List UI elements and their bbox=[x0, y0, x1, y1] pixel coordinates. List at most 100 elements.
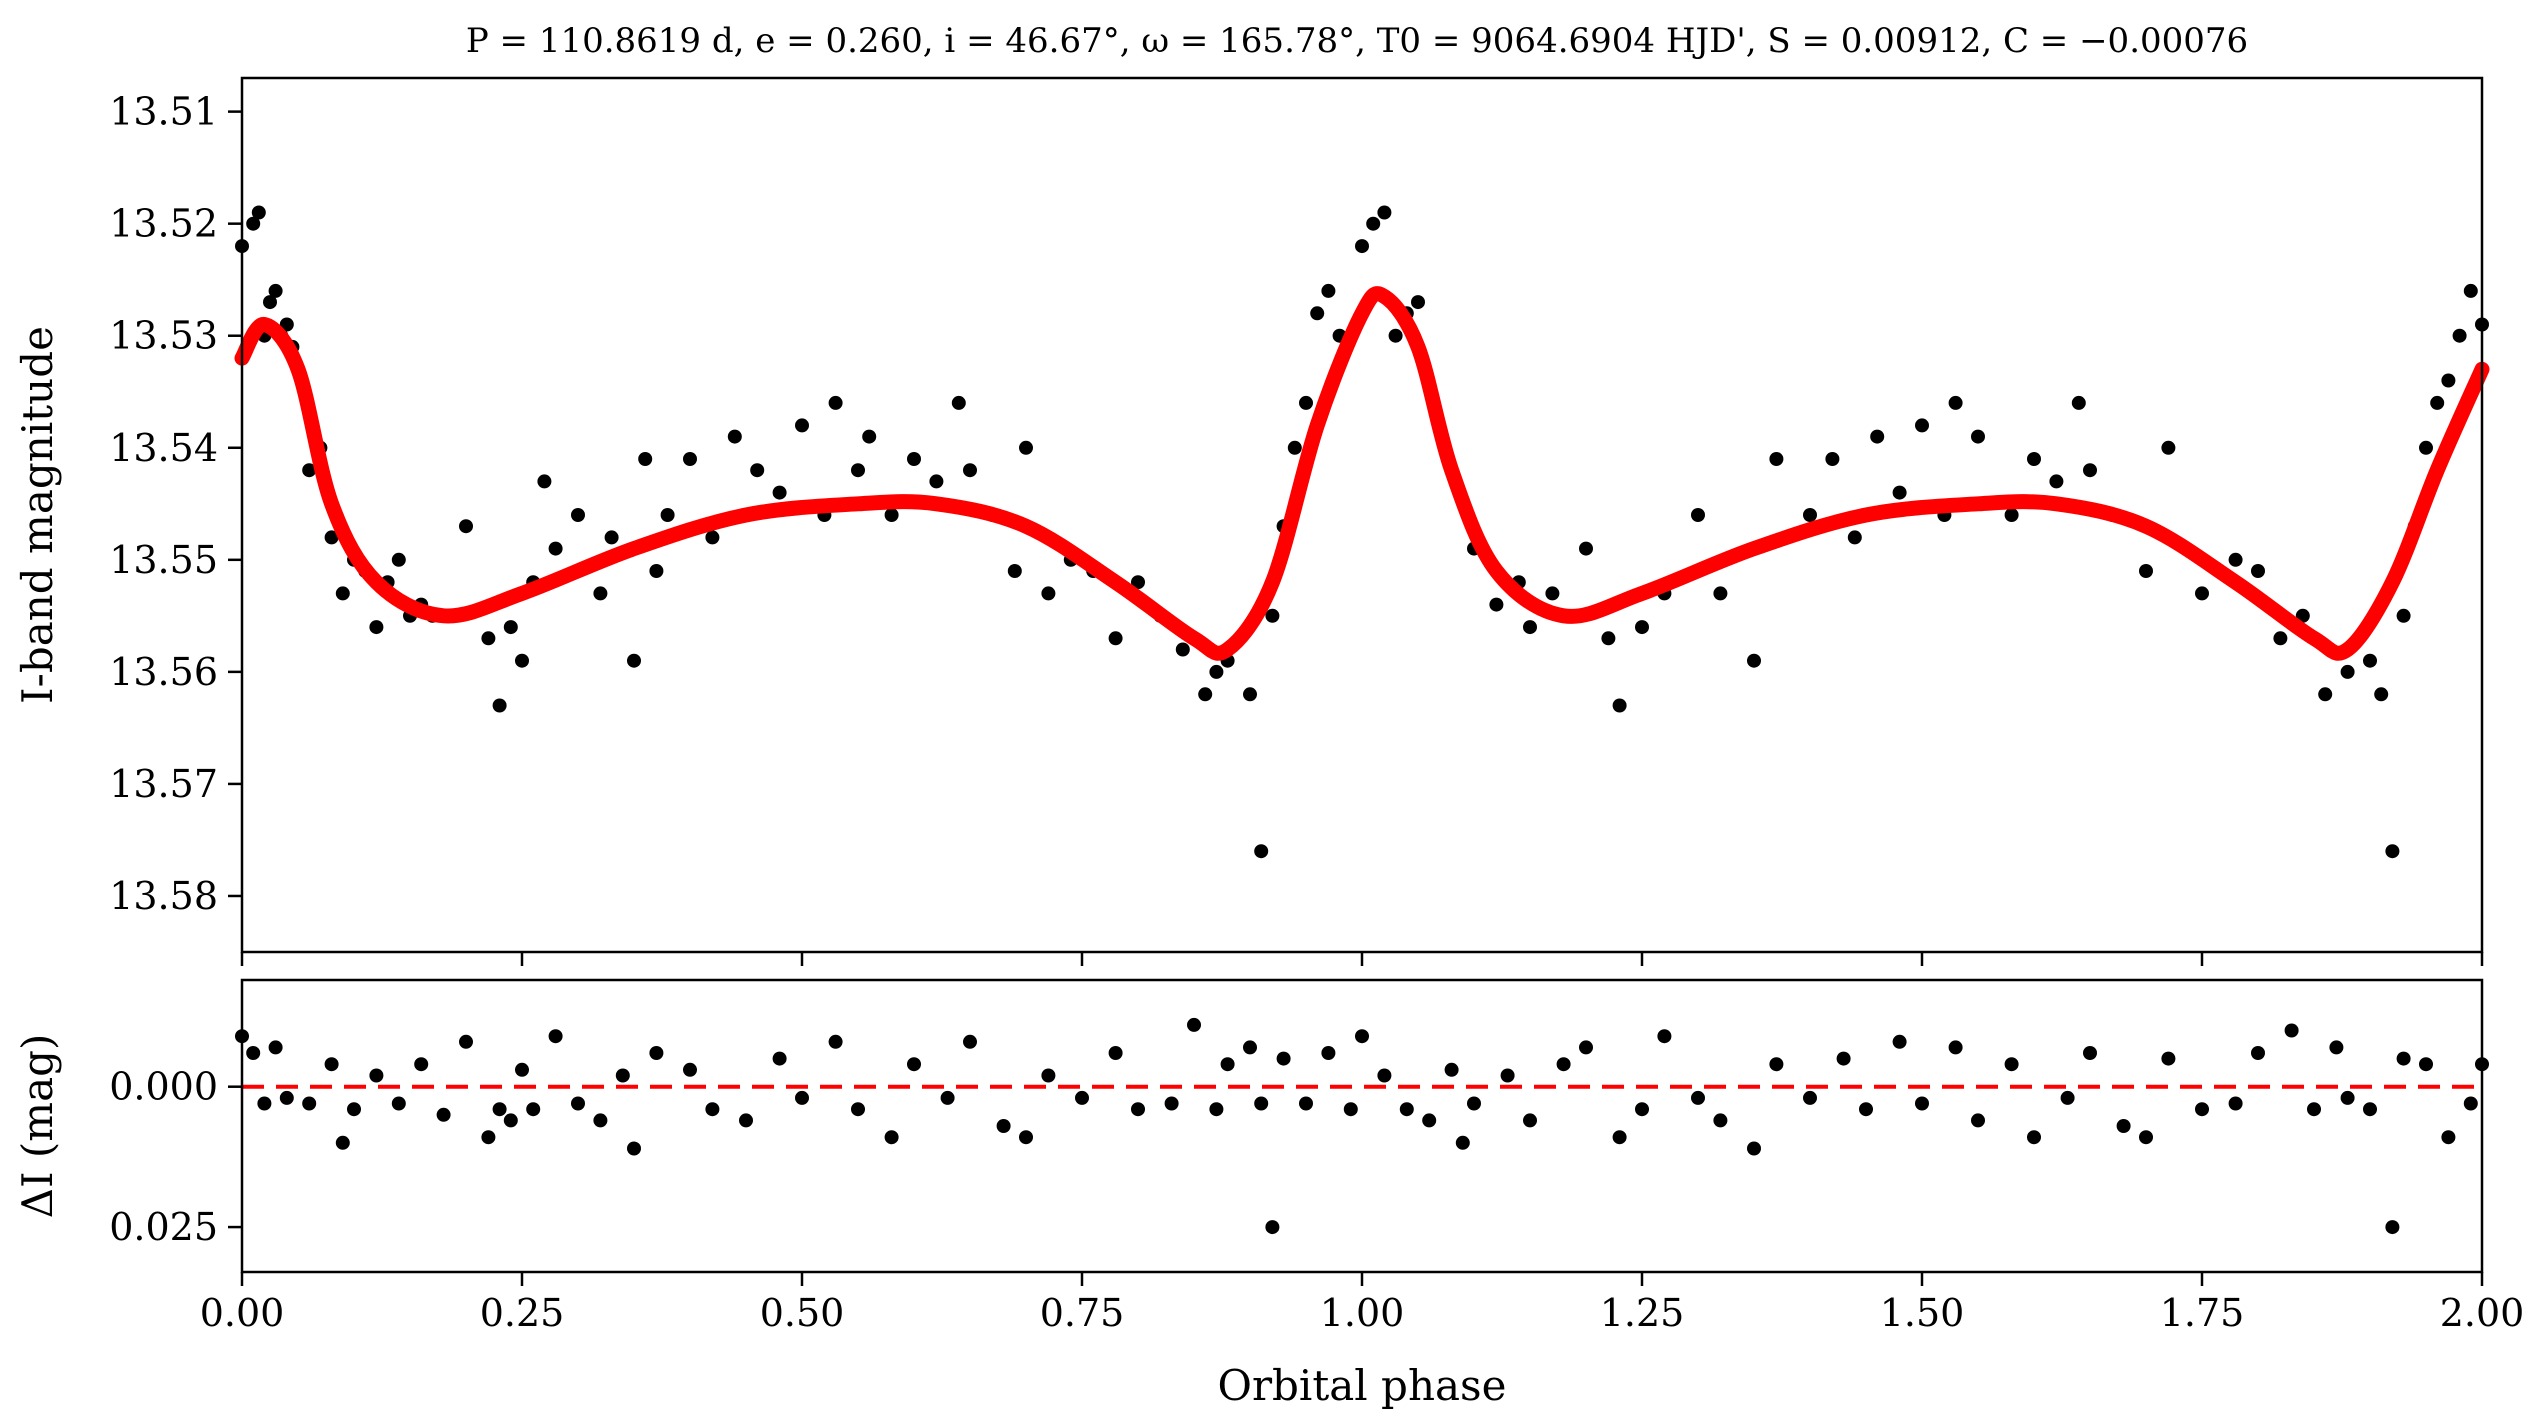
residual-point bbox=[705, 1102, 720, 1117]
residual-point bbox=[391, 1096, 406, 1111]
data-point bbox=[324, 530, 339, 545]
data-point bbox=[503, 620, 518, 635]
residual-point bbox=[1915, 1096, 1929, 1111]
residual-point bbox=[492, 1102, 507, 1117]
data-point bbox=[627, 653, 641, 668]
residual-point bbox=[1556, 1057, 1571, 1072]
data-point bbox=[246, 216, 261, 231]
data-point bbox=[2463, 283, 2478, 298]
residual-point bbox=[1713, 1113, 1728, 1128]
residual-point bbox=[940, 1090, 955, 1105]
data-point bbox=[2363, 653, 2377, 668]
residual-point bbox=[1254, 1096, 1269, 1111]
residual-point bbox=[739, 1113, 753, 1128]
residual-point bbox=[324, 1057, 339, 1072]
residual-point bbox=[1612, 1130, 1627, 1145]
residual-point bbox=[257, 1096, 272, 1111]
data-point bbox=[1847, 530, 1862, 545]
residual-point bbox=[2307, 1102, 2321, 1117]
residual-point bbox=[828, 1034, 843, 1049]
residual-point bbox=[347, 1102, 361, 1117]
data-point bbox=[1209, 664, 1224, 679]
data-point bbox=[2374, 687, 2389, 702]
residual-point bbox=[772, 1051, 787, 1066]
data-point bbox=[302, 463, 317, 478]
data-point bbox=[1287, 440, 1302, 455]
data-point bbox=[263, 295, 277, 310]
data-point bbox=[1041, 586, 1056, 601]
data-point bbox=[649, 564, 664, 578]
y-tick-label: 13.57 bbox=[109, 762, 218, 806]
data-point bbox=[1108, 631, 1123, 646]
data-point bbox=[1366, 216, 1381, 231]
light-curve-points bbox=[235, 205, 2489, 859]
light-curve-panel: 13.51 13.52 13.53 13.54 13.55 13.56 13.57 13.58… bbox=[13, 76, 2490, 966]
data-point bbox=[2452, 328, 2467, 343]
residual-point bbox=[1355, 1029, 1369, 1044]
data-point bbox=[279, 317, 294, 332]
residual-point bbox=[279, 1090, 294, 1105]
data-point bbox=[571, 508, 585, 522]
data-point bbox=[862, 429, 877, 444]
residual-point bbox=[1444, 1062, 1459, 1077]
residual-point bbox=[2004, 1057, 2019, 1072]
residual-point bbox=[1971, 1113, 1985, 1128]
residual-point bbox=[2419, 1057, 2433, 1072]
residual-point bbox=[996, 1119, 1011, 1133]
residual-point bbox=[627, 1141, 641, 1156]
data-point bbox=[1411, 295, 1425, 310]
residual-point bbox=[2441, 1130, 2456, 1145]
residual-point bbox=[2363, 1102, 2377, 1117]
residual-point bbox=[526, 1102, 541, 1117]
data-point bbox=[1131, 575, 1145, 590]
residual-point bbox=[246, 1046, 261, 1060]
residual-point bbox=[851, 1102, 865, 1117]
residual-point bbox=[593, 1113, 608, 1128]
data-point bbox=[2004, 508, 2019, 522]
data-point bbox=[1769, 452, 1784, 466]
model-curve bbox=[234, 286, 2490, 661]
data-point bbox=[1635, 620, 1649, 635]
y-tick-label: 0.025 bbox=[109, 1205, 218, 1249]
residual-point bbox=[481, 1130, 496, 1145]
data-point bbox=[2195, 586, 2209, 601]
data-point bbox=[2049, 474, 2064, 489]
y-tick-label: 13.53 bbox=[109, 314, 218, 358]
x-tick-label: 1.50 bbox=[1880, 1291, 1965, 1335]
residual-point bbox=[1299, 1096, 1313, 1111]
data-point bbox=[1007, 564, 1022, 578]
residual-point bbox=[2027, 1130, 2041, 1145]
residual-point bbox=[571, 1096, 585, 1111]
residual-point bbox=[1455, 1135, 1470, 1150]
residual-point bbox=[2228, 1096, 2243, 1111]
data-point bbox=[2251, 564, 2265, 578]
residual-point bbox=[414, 1057, 429, 1072]
residual-point bbox=[2195, 1102, 2209, 1117]
residual-point bbox=[2083, 1046, 2097, 1060]
residual-point bbox=[1657, 1029, 1672, 1044]
x-tick-label: 1.25 bbox=[1600, 1291, 1685, 1335]
y-tick-label: 13.56 bbox=[109, 650, 218, 694]
residual-point bbox=[2116, 1119, 2131, 1133]
data-point bbox=[604, 530, 619, 545]
data-point bbox=[492, 698, 507, 713]
data-point bbox=[1523, 620, 1537, 635]
x-tick-label: 1.75 bbox=[2160, 1291, 2245, 1335]
data-point bbox=[548, 541, 563, 556]
residual-point bbox=[1108, 1046, 1123, 1060]
residual-point bbox=[963, 1034, 977, 1049]
data-point bbox=[772, 485, 787, 500]
data-point bbox=[1601, 631, 1616, 646]
residual-point bbox=[459, 1034, 473, 1049]
data-point bbox=[2430, 395, 2445, 410]
y-tick-label: 13.52 bbox=[109, 202, 218, 246]
residual-point bbox=[2463, 1096, 2478, 1111]
data-point bbox=[1747, 653, 1761, 668]
residual-point bbox=[548, 1029, 563, 1044]
residuals-panel: 0.000 0.025 0.00 0.25 0.50 0.75 1.00 1.25 1.50 1… bbox=[13, 978, 2524, 1410]
y-tick-label: 13.51 bbox=[109, 90, 218, 134]
data-point bbox=[2139, 564, 2153, 578]
residual-point bbox=[369, 1068, 384, 1083]
residual-point bbox=[1187, 1017, 1201, 1032]
